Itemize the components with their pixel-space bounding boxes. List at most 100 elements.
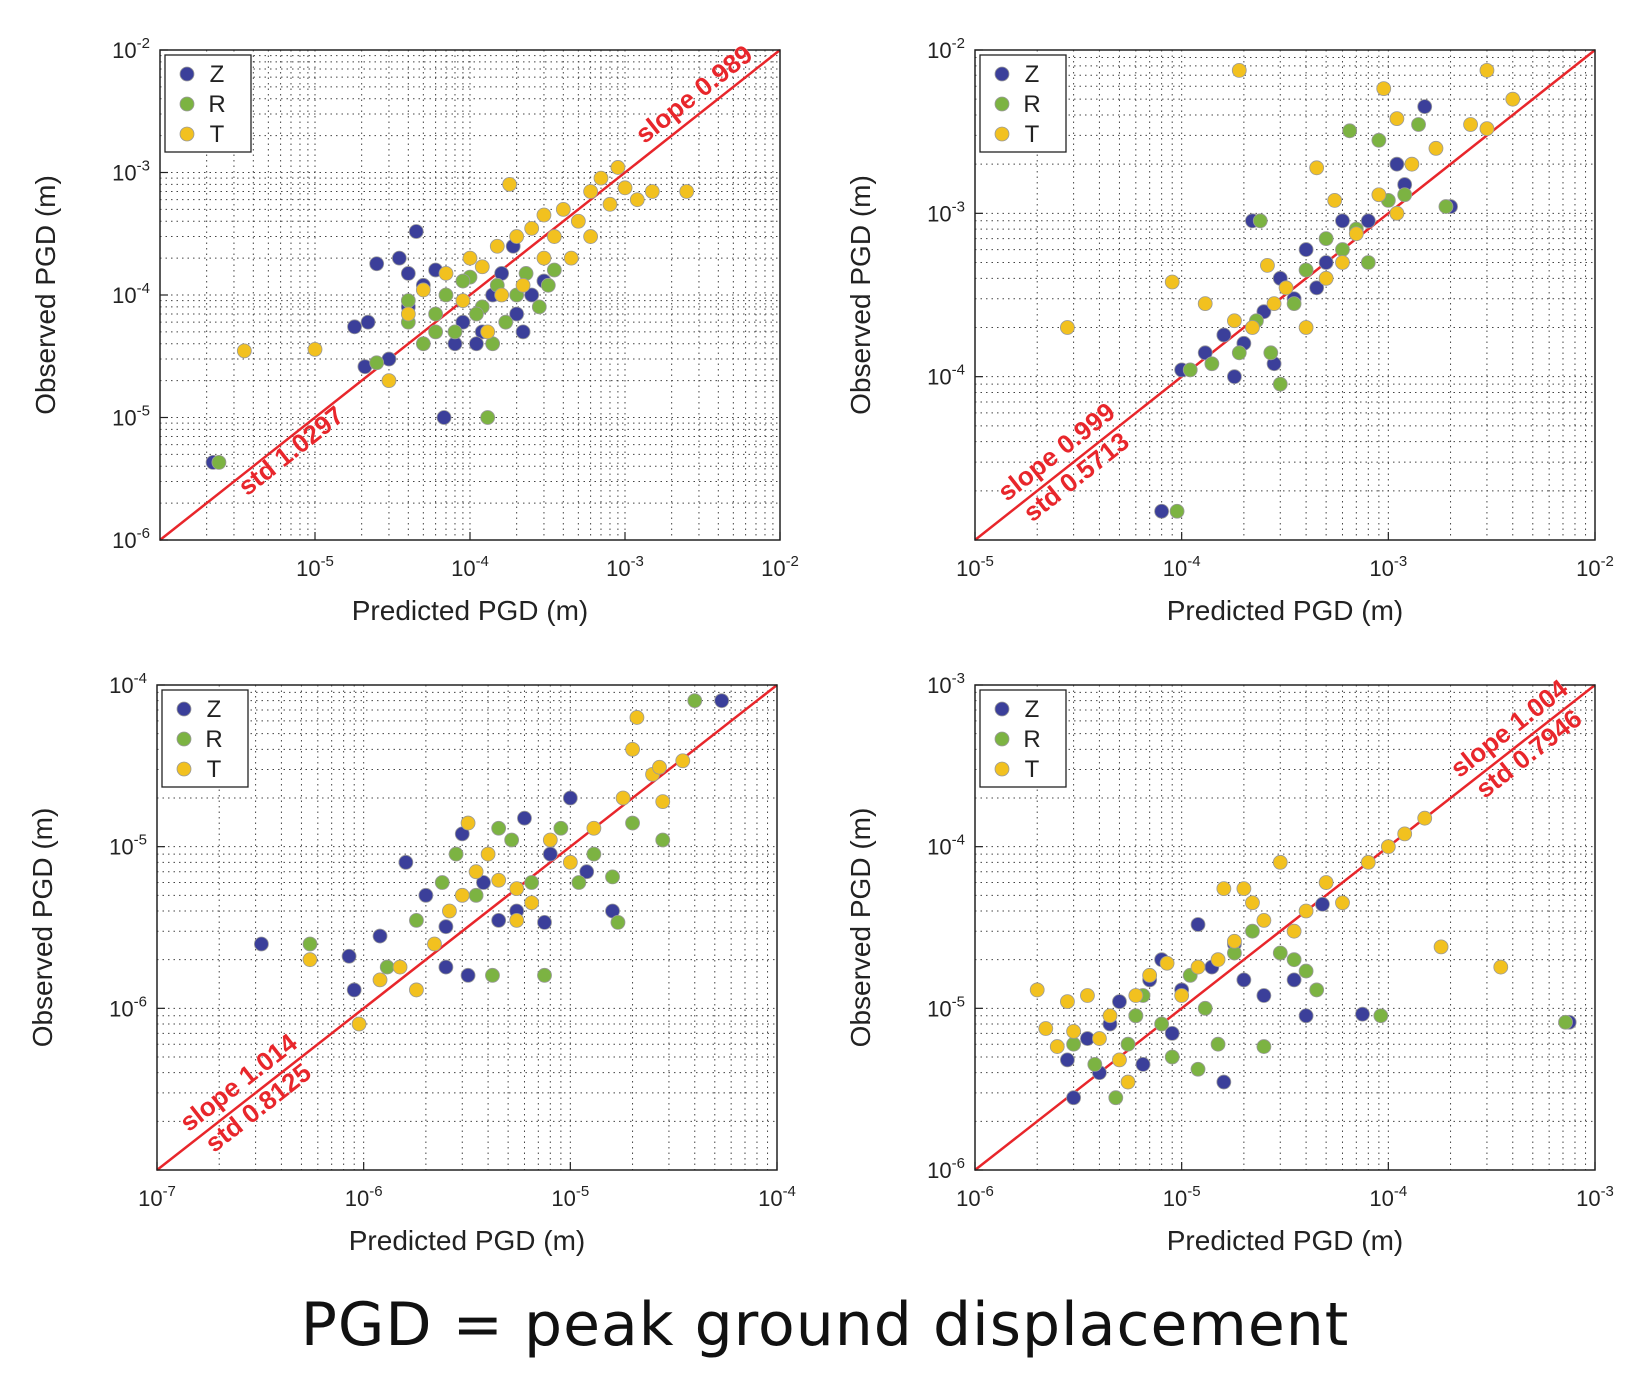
data-point-t	[1380, 839, 1396, 855]
data-point-r	[1298, 963, 1314, 979]
legend-marker-z	[179, 66, 195, 82]
data-point-z	[524, 287, 540, 303]
data-point-r	[1087, 1056, 1103, 1072]
data-point-t	[455, 293, 471, 309]
data-point-r	[571, 875, 587, 890]
legend-box	[979, 54, 1067, 153]
x-tick-label: 10-7	[138, 1183, 176, 1211]
data-point-r	[655, 832, 671, 848]
fit-line	[974, 684, 1596, 1171]
x-axis-label: Predicted PGD (m)	[1167, 1225, 1404, 1256]
scatter-points	[1029, 810, 1577, 1106]
grid-lines	[975, 50, 1595, 540]
data-point-t	[593, 170, 609, 186]
data-point-t	[1029, 982, 1045, 998]
data-point-r	[400, 293, 416, 309]
x-tick-label: 10-5	[551, 1183, 589, 1211]
y-tick-label: 10-4	[927, 362, 965, 390]
data-point-r	[1245, 923, 1260, 939]
data-point-t	[617, 180, 633, 196]
data-point-r	[369, 355, 385, 371]
data-point-t	[509, 912, 525, 928]
data-point-t	[1236, 881, 1252, 897]
data-point-t	[1231, 63, 1247, 78]
data-point-t	[1080, 988, 1095, 1003]
data-point-r	[1231, 345, 1247, 361]
data-point-t	[1309, 160, 1325, 176]
scatter-points	[205, 160, 695, 470]
data-point-t	[415, 282, 431, 298]
y-tick-label: 10-3	[927, 670, 965, 698]
data-point-t	[307, 341, 323, 357]
data-point-t	[1216, 881, 1232, 897]
data-point-t	[468, 864, 484, 880]
data-point-r	[1252, 213, 1268, 229]
data-point-t	[679, 184, 695, 199]
data-point-t	[655, 794, 671, 810]
data-point-t	[1376, 81, 1392, 97]
data-point-z	[381, 351, 397, 367]
data-point-t	[1245, 320, 1260, 335]
data-point-r	[469, 306, 484, 322]
data-point-z	[455, 314, 471, 330]
legend-label-r: R	[205, 726, 222, 753]
data-point-r	[1438, 199, 1454, 214]
data-point-t	[351, 1016, 367, 1032]
x-tick-label: 10-6	[956, 1183, 994, 1211]
data-point-z	[1309, 280, 1325, 296]
data-point-r	[1272, 945, 1288, 961]
data-point-t	[1210, 952, 1226, 968]
data-point-z	[1197, 345, 1213, 361]
x-tick-label: 10-3	[1576, 1183, 1614, 1211]
data-point-z	[515, 324, 531, 340]
data-point-t	[1463, 117, 1478, 132]
data-point-t	[1479, 121, 1495, 137]
data-point-t	[1493, 959, 1509, 975]
legend-marker-z	[994, 66, 1010, 82]
data-point-t	[438, 266, 454, 281]
data-point-r	[1342, 123, 1358, 139]
y-tick-label: 10-4	[927, 832, 965, 860]
y-tick-label: 10-6	[109, 993, 147, 1021]
figure-caption: PGD = peak ground displacement	[300, 1290, 1350, 1360]
data-point-t	[1348, 226, 1364, 242]
data-point-z	[400, 266, 416, 281]
data-point-t	[1066, 1023, 1082, 1039]
data-point-z	[1216, 327, 1232, 343]
x-axis-label: Predicted PGD (m)	[1167, 595, 1404, 626]
legend-marker-t	[179, 126, 195, 142]
data-point-r	[1286, 296, 1302, 312]
data-point-r	[540, 277, 556, 293]
data-point-t	[546, 229, 562, 244]
data-point-t	[409, 982, 424, 998]
data-point-r	[409, 912, 424, 928]
data-point-z	[1286, 972, 1302, 988]
data-point-r	[485, 967, 500, 983]
data-point-z	[1360, 213, 1376, 229]
data-point-r	[438, 287, 454, 303]
data-point-r	[546, 262, 562, 278]
data-point-r	[1108, 1090, 1124, 1106]
y-axis-label: Observed PGD (m)	[845, 175, 876, 415]
y-tick-label: 10-2	[927, 35, 965, 63]
x-tick-label: 10-6	[345, 1183, 383, 1211]
data-point-r	[537, 967, 552, 983]
data-point-t	[615, 790, 631, 806]
y-axis-label: Observed PGD (m)	[845, 808, 876, 1048]
data-point-z	[542, 846, 558, 862]
data-point-t	[583, 229, 599, 244]
data-point-r	[1360, 255, 1376, 270]
y-tick-label: 10-2	[112, 35, 150, 63]
y-tick-label: 10-3	[927, 198, 965, 226]
legend-label-t: T	[1025, 756, 1040, 783]
legend-label-z: Z	[1025, 61, 1040, 88]
data-point-r	[1256, 1039, 1272, 1054]
data-point-t	[1479, 63, 1495, 78]
x-tick-label: 10-3	[1369, 553, 1407, 581]
legend-box	[164, 54, 252, 153]
fit-line	[156, 684, 778, 1171]
data-point-t	[610, 160, 626, 175]
data-point-z	[408, 224, 424, 239]
y-tick-label: 10-5	[927, 993, 965, 1021]
y-tick-label: 10-5	[112, 403, 150, 431]
